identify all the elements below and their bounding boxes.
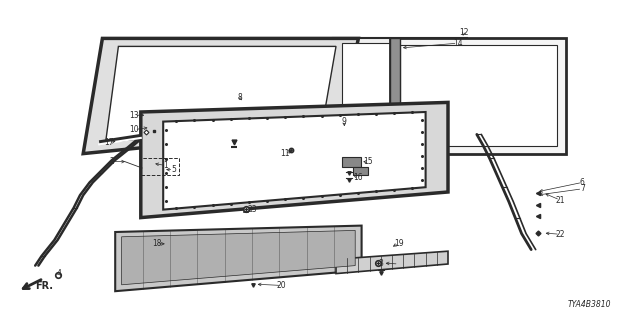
Text: 2: 2 xyxy=(109,157,115,166)
Text: 20: 20 xyxy=(276,281,287,290)
Polygon shape xyxy=(333,38,467,128)
Text: FR.: FR. xyxy=(35,281,53,292)
Text: 16: 16 xyxy=(353,173,364,182)
Polygon shape xyxy=(122,230,355,285)
Polygon shape xyxy=(342,43,458,120)
Text: 12: 12 xyxy=(460,28,468,36)
Text: 9: 9 xyxy=(342,117,347,126)
Text: 8: 8 xyxy=(237,93,243,102)
Polygon shape xyxy=(115,226,362,291)
Text: 3: 3 xyxy=(378,259,383,268)
Polygon shape xyxy=(106,46,336,142)
Text: 15: 15 xyxy=(363,157,373,166)
Polygon shape xyxy=(336,251,448,274)
Text: 5: 5 xyxy=(171,165,176,174)
Text: 19: 19 xyxy=(394,239,404,248)
FancyBboxPatch shape xyxy=(353,167,368,175)
Text: 14: 14 xyxy=(452,39,463,48)
Text: 4: 4 xyxy=(57,269,62,278)
Text: TYA4B3810: TYA4B3810 xyxy=(568,300,611,309)
Text: 13: 13 xyxy=(129,111,140,120)
Text: 23: 23 xyxy=(248,205,258,214)
Text: 22: 22 xyxy=(556,230,564,239)
Text: 21: 21 xyxy=(556,196,564,204)
Text: 1: 1 xyxy=(163,161,168,170)
Polygon shape xyxy=(141,102,448,218)
Text: 17: 17 xyxy=(104,138,114,147)
Text: 10: 10 xyxy=(129,125,140,134)
Text: 18: 18 xyxy=(152,239,161,248)
Text: 7: 7 xyxy=(580,184,585,193)
FancyBboxPatch shape xyxy=(342,157,361,167)
Text: 11: 11 xyxy=(280,149,289,158)
Polygon shape xyxy=(390,38,566,154)
Polygon shape xyxy=(390,38,400,154)
Polygon shape xyxy=(83,38,358,154)
Polygon shape xyxy=(400,45,557,146)
Text: 6: 6 xyxy=(580,178,585,187)
Polygon shape xyxy=(163,112,426,210)
